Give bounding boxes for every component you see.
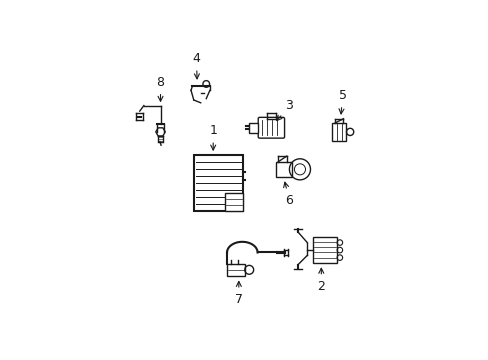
Text: 1: 1 <box>209 125 217 150</box>
Bar <box>194 156 243 211</box>
Bar <box>224 193 243 211</box>
Bar <box>248 123 258 132</box>
Text: 6: 6 <box>283 182 293 207</box>
Text: 7: 7 <box>234 282 243 306</box>
Bar <box>275 162 292 177</box>
Text: 4: 4 <box>192 52 200 79</box>
Text: 2: 2 <box>317 268 325 293</box>
Bar <box>332 123 346 141</box>
Text: 3: 3 <box>276 99 293 121</box>
Text: 8: 8 <box>156 76 164 101</box>
Bar <box>226 264 244 276</box>
Bar <box>312 237 336 263</box>
Text: 5: 5 <box>338 89 346 114</box>
FancyBboxPatch shape <box>258 117 284 138</box>
